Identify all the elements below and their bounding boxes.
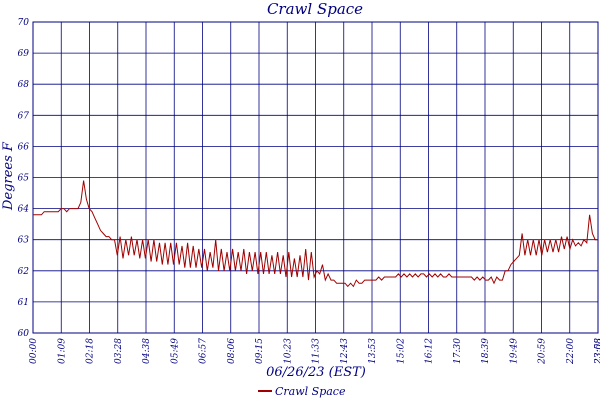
y-tick-label: 65 — [18, 174, 30, 184]
x-tick-label: 05:49 — [170, 338, 180, 364]
x-tick-label: 19:49 — [509, 338, 519, 364]
y-tick-label: 70 — [18, 18, 30, 28]
legend: Crawl Space — [258, 385, 346, 398]
y-tick-label: 62 — [18, 267, 30, 277]
x-axis-title: 06/26/23 (EST) — [266, 365, 366, 380]
x-tick-label: 01:09 — [57, 338, 67, 364]
y-tick-label: 61 — [18, 298, 29, 308]
chart-title: Crawl Space — [267, 0, 363, 18]
y-axis-title: Degrees F — [1, 141, 16, 211]
y-tick-label: 69 — [18, 49, 30, 59]
x-tick-label: 15:02 — [396, 338, 406, 364]
x-tick-label: 17:30 — [453, 338, 463, 364]
x-tick-label: 09:15 — [255, 338, 265, 364]
x-tick-labels: 00:00 01:09 02:18 03:28 04:38 05:49 06:57 08:06… — [29, 338, 600, 365]
plot-frame — [32, 21, 599, 334]
x-tick-label: 04:38 — [142, 338, 152, 364]
y-tick-label: 60 — [18, 329, 30, 339]
y-tick-label: 64 — [18, 205, 30, 215]
x-tick-label: 03:28 — [114, 338, 124, 364]
x-tick-label: 13:53 — [368, 338, 378, 364]
y-tick-labels: 60 61 62 63 64 65 66 67 68 69 70 — [18, 18, 30, 339]
x-tick-label: 08:06 — [227, 338, 237, 364]
x-tick-label: 02:18 — [86, 338, 96, 364]
x-tick-label: 12:43 — [340, 338, 350, 364]
y-tick-label: 63 — [18, 236, 30, 246]
x-tick-label: 23:08 — [594, 338, 600, 365]
x-tick-label: 00:00 — [29, 338, 39, 364]
y-tick-label: 66 — [18, 142, 30, 152]
x-tick-label: 20:59 — [538, 338, 548, 365]
y-tick-label: 67 — [18, 111, 30, 121]
x-tick-label: 11:33 — [312, 338, 322, 364]
y-tick-label: 68 — [18, 80, 30, 90]
x-tick-label: 16:12 — [425, 338, 435, 364]
x-tick-label: 18:39 — [481, 338, 491, 364]
x-tick-label: 22:00 — [566, 338, 576, 365]
legend-label: Crawl Space — [275, 385, 346, 398]
x-tick-label: 10:23 — [283, 338, 293, 364]
x-tick-label: 06:57 — [199, 338, 209, 364]
x-tick-label: 23:58 — [594, 338, 600, 365]
series-line-crawl-space — [33, 180, 598, 288]
gridlines — [33, 21, 599, 334]
